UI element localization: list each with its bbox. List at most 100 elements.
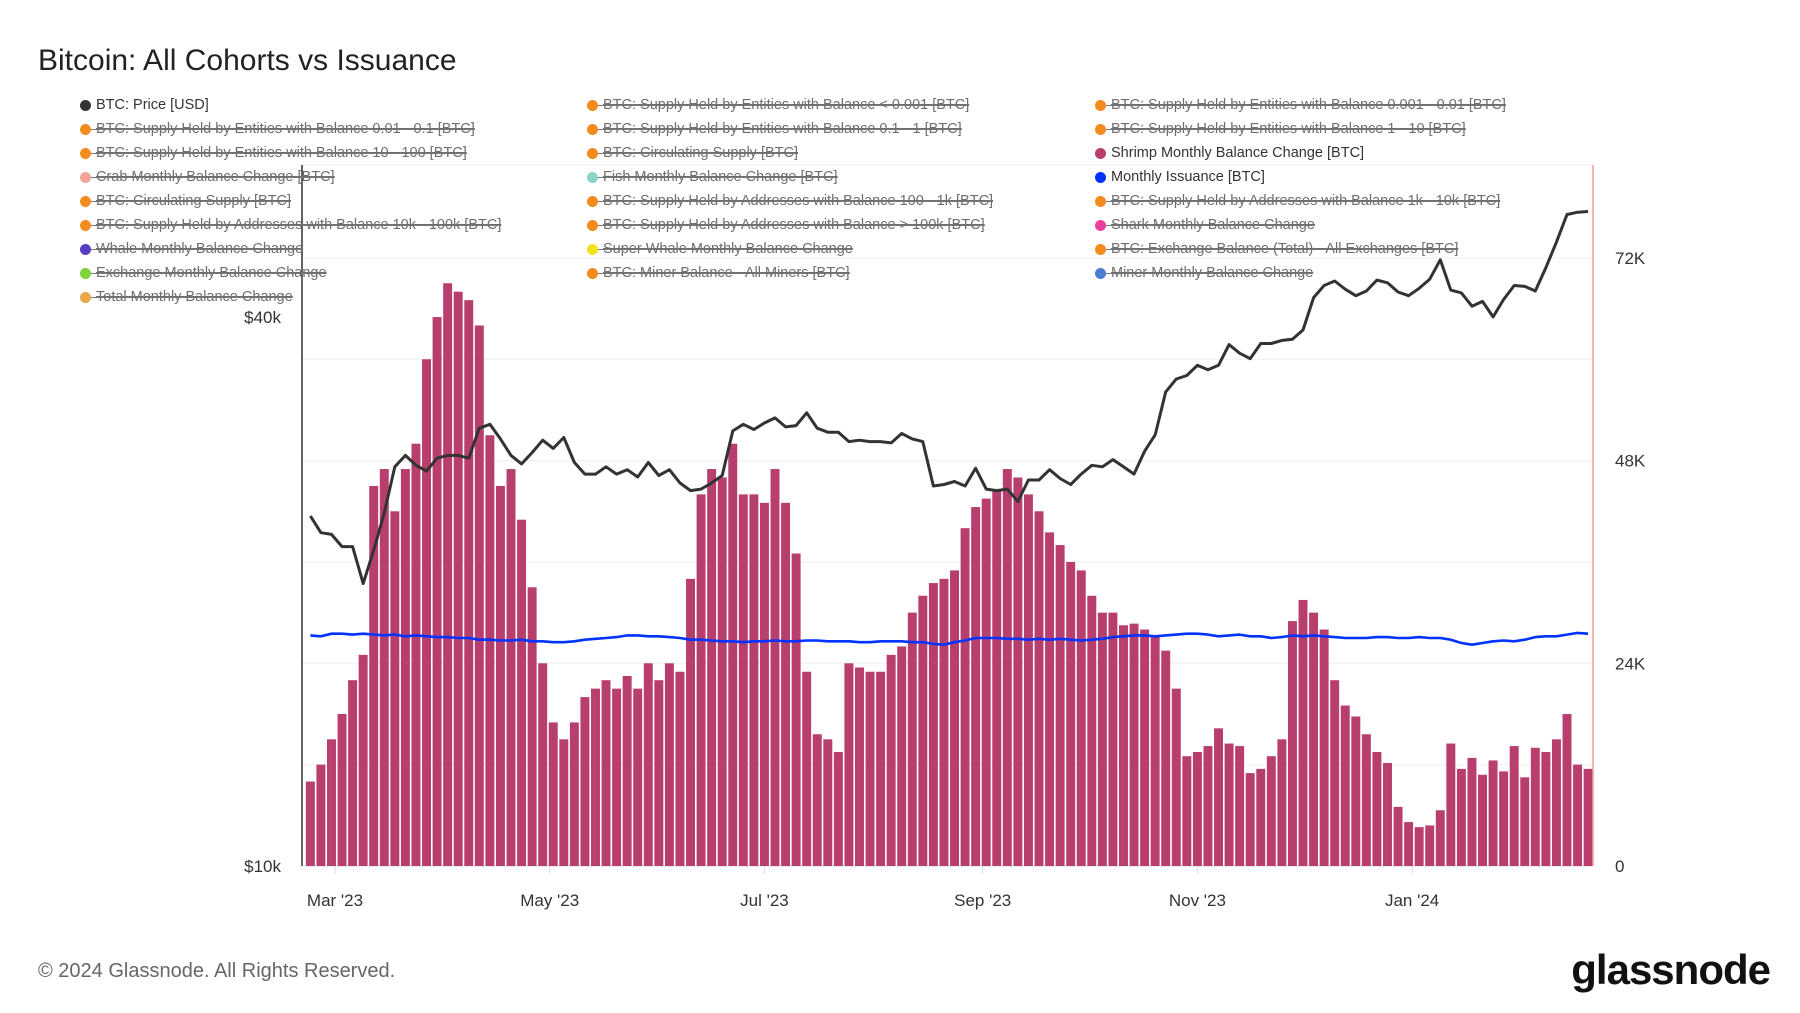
- series-lines: [309, 210, 1589, 647]
- legend-item[interactable]: BTC: Supply Held by Entities with Balanc…: [80, 120, 475, 138]
- legend-item[interactable]: BTC: Supply Held by Addresses with Balan…: [1095, 192, 1501, 210]
- legend-item[interactable]: BTC: Supply Held by Addresses with Balan…: [587, 216, 985, 234]
- legend-label: BTC: Supply Held by Addresses with Balan…: [603, 217, 985, 233]
- legend-item[interactable]: BTC: Supply Held by Addresses with Balan…: [80, 216, 502, 234]
- legend-label: BTC: Supply Held by Addresses with Balan…: [96, 217, 502, 233]
- legend-label: Total Monthly Balance Change: [96, 289, 293, 305]
- legend-item[interactable]: BTC: Supply Held by Addresses with Balan…: [587, 192, 994, 210]
- shrimp-bar: [971, 507, 981, 866]
- legend-item[interactable]: BTC: Supply Held by Entities with Balanc…: [587, 120, 962, 138]
- legend-item[interactable]: Super Whale Monthly Balance Change: [587, 240, 853, 258]
- legend-item[interactable]: Monthly Issuance [BTC]: [1095, 168, 1265, 186]
- legend-item[interactable]: Exchange Monthly Balance Change: [80, 264, 327, 282]
- shrimp-bar: [664, 663, 674, 866]
- legend-label: BTC: Supply Held by Entities with Balanc…: [96, 121, 475, 137]
- legend-item[interactable]: Fish Monthly Balance Change [BTC]: [587, 168, 838, 186]
- legend-label: Fish Monthly Balance Change [BTC]: [603, 169, 838, 185]
- legend-dot-icon: [80, 123, 91, 135]
- legend-item[interactable]: BTC: Miner Balance - All Miners [BTC]: [587, 264, 850, 282]
- legend-label: BTC: Circulating Supply [BTC]: [96, 193, 292, 209]
- legend-item[interactable]: Crab Monthly Balance Change [BTC]: [80, 168, 335, 186]
- shrimp-bar: [432, 317, 442, 866]
- shrimp-bar: [1372, 751, 1382, 866]
- legend-dot-icon: [80, 267, 91, 279]
- legend-dot-icon: [587, 243, 598, 255]
- shrimp-bar: [1551, 739, 1561, 866]
- legend-item[interactable]: Whale Monthly Balance Change: [80, 240, 304, 258]
- legend-item[interactable]: BTC: Price [USD]: [80, 96, 209, 114]
- shrimp-bar: [643, 663, 653, 866]
- shrimp-bar: [886, 654, 896, 866]
- legend-item[interactable]: Miner Monthly Balance Change: [1095, 264, 1314, 282]
- shrimp-bar: [675, 671, 685, 866]
- legend-dot-icon: [587, 99, 598, 111]
- legend-dot-icon: [587, 171, 598, 183]
- shrimp-bar: [1256, 768, 1266, 866]
- price-line: [309, 210, 1589, 586]
- shrimp-bar: [1203, 746, 1213, 866]
- x-tick-label: Jan '24: [1385, 891, 1439, 910]
- shrimp-bar: [1330, 680, 1340, 866]
- legend-dot-icon: [80, 219, 91, 231]
- shrimp-bar: [770, 469, 780, 866]
- shrimp-bar: [559, 739, 569, 866]
- right-axis-tick-label: 24K: [1615, 654, 1646, 673]
- x-tick-label: Sep '23: [954, 891, 1011, 910]
- legend-dot-icon: [587, 147, 598, 159]
- y-axes: $40k $10k 72K 48K 24K 0: [244, 249, 1646, 876]
- legend-dot-icon: [1095, 195, 1106, 207]
- legend-label: Whale Monthly Balance Change: [96, 241, 304, 257]
- legend-item[interactable]: BTC: Circulating Supply [BTC]: [587, 144, 799, 162]
- shrimp-bar: [1488, 760, 1498, 866]
- shrimp-bar: [1456, 768, 1466, 866]
- right-axis-tick-label: 48K: [1615, 452, 1646, 471]
- shrimp-bar: [833, 751, 843, 866]
- shrimp-bar: [1013, 477, 1023, 866]
- shrimp-bar: [928, 583, 938, 866]
- legend-item[interactable]: BTC: Supply Held by Entities with Balanc…: [80, 144, 467, 162]
- shrimp-bar: [1287, 621, 1297, 866]
- legend-label: Shark Monthly Balance Change: [1111, 217, 1315, 233]
- shrimp-bar: [1520, 777, 1530, 866]
- legend-item[interactable]: Total Monthly Balance Change: [80, 288, 293, 306]
- legend-label: BTC: Circulating Supply [BTC]: [603, 145, 799, 161]
- legend-item[interactable]: BTC: Supply Held by Entities with Balanc…: [587, 96, 970, 114]
- shrimp-bar: [379, 469, 389, 866]
- legend-label: Super Whale Monthly Balance Change: [603, 241, 853, 257]
- shrimp-bar: [633, 688, 643, 866]
- x-axis: Mar '23 May '23 Jul '23 Sep '23 Nov '23 Jan '…: [302, 865, 1593, 910]
- shrimp-bar: [1023, 494, 1033, 866]
- legend-item[interactable]: BTC: Supply Held by Entities with Balanc…: [1095, 120, 1466, 138]
- shrimp-bar: [1129, 623, 1139, 866]
- shrimp-bar: [337, 713, 347, 866]
- shrimp-bar: [506, 469, 516, 866]
- shrimp-bar: [1383, 762, 1392, 866]
- legend-dot-icon: [587, 267, 598, 279]
- shrimp-bar: [622, 675, 632, 866]
- shrimp-bar: [527, 587, 537, 866]
- shrimp-bar: [400, 469, 410, 866]
- legend-item[interactable]: BTC: Circulating Supply [BTC]: [80, 192, 292, 210]
- shrimp-bar: [1562, 713, 1572, 866]
- shrimp-bar: [1541, 751, 1551, 866]
- legend-label: BTC: Supply Held by Entities with Balanc…: [1111, 121, 1466, 137]
- shrimp-bar: [686, 578, 695, 866]
- shrimp-bar: [897, 646, 907, 866]
- shrimp-bar: [728, 443, 738, 866]
- shrimp-bar: [390, 511, 400, 866]
- x-tick-label: May '23: [520, 891, 579, 910]
- legend-item[interactable]: BTC: Exchange Balance (Total) - All Exch…: [1095, 240, 1459, 258]
- legend-item[interactable]: Shrimp Monthly Balance Change [BTC]: [1095, 144, 1364, 162]
- legend-item[interactable]: BTC: Supply Held by Entities with Balanc…: [1095, 96, 1506, 114]
- legend-dot-icon: [80, 243, 91, 255]
- shrimp-bar: [707, 469, 717, 866]
- shrimp-bar: [1467, 757, 1477, 866]
- left-axis-tick-label: $10k: [244, 857, 281, 876]
- legend-item[interactable]: Shark Monthly Balance Change: [1095, 216, 1315, 234]
- x-tick-label: Jul '23: [740, 891, 789, 910]
- shrimp-bar: [802, 671, 812, 866]
- legend-label: BTC: Supply Held by Entities with Balanc…: [96, 145, 467, 161]
- chart-title: Bitcoin: All Cohorts vs Issuance: [38, 44, 457, 77]
- shrimp-bar: [1351, 716, 1361, 866]
